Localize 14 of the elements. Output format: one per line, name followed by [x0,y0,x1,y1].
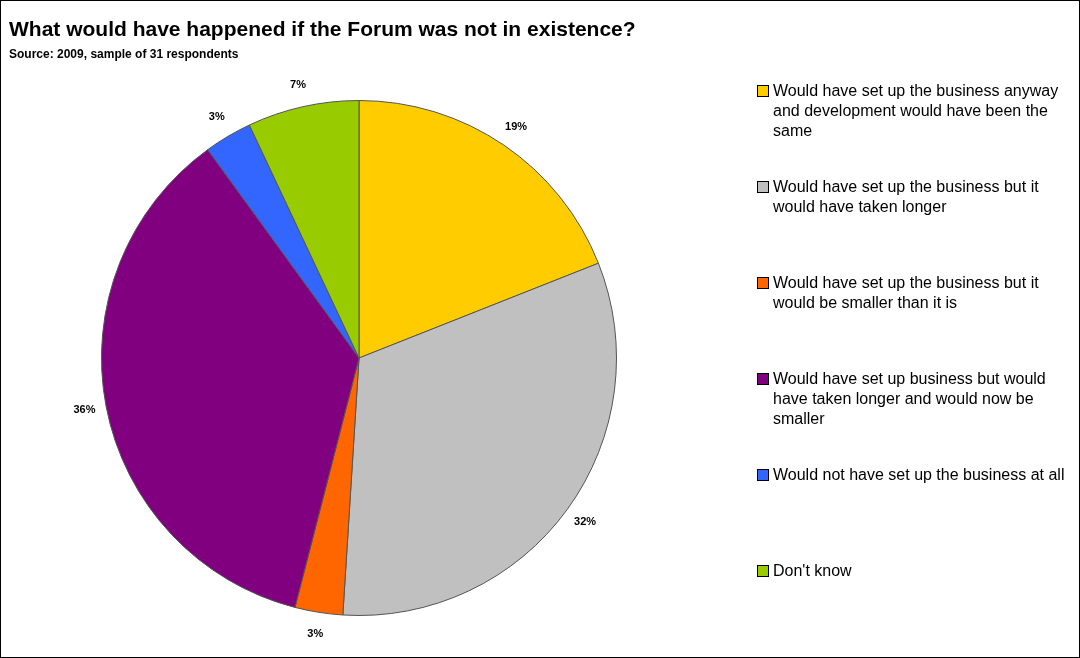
data-label: 3% [208,110,225,123]
legend-label: Would have set up the business but it would be smaller than it is [773,273,1040,313]
chart-title: What would have happened if the Forum was not in existence? [9,17,636,41]
legend-label: Would have set up the business anyway and development would have been the same [773,81,1060,141]
data-label: 32% [574,515,597,528]
data-label: 7% [290,78,307,91]
data-label: 19% [505,119,528,132]
data-label: 3% [307,627,324,640]
data-label: 36% [73,403,96,416]
legend-label: Would not have set up the business at all [773,465,1065,485]
legend-label: Would have set up the business but it would have taken longer [773,177,1040,217]
legend-label: Don't know [773,561,852,581]
legend-label: Would have set up business but would have taken longer and would now be smaller [773,369,1047,429]
chart-subtitle: Source: 2009, sample of 31 respondents [9,47,239,61]
